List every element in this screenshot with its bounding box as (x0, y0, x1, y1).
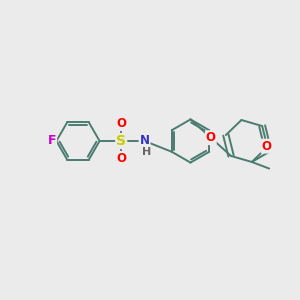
Text: N: N (140, 134, 150, 148)
Text: O: O (262, 140, 272, 153)
Text: F: F (48, 134, 56, 148)
Text: S: S (116, 134, 126, 148)
Text: O: O (116, 152, 126, 165)
Text: O: O (206, 131, 216, 144)
Text: O: O (116, 117, 126, 130)
Text: H: H (142, 147, 152, 158)
